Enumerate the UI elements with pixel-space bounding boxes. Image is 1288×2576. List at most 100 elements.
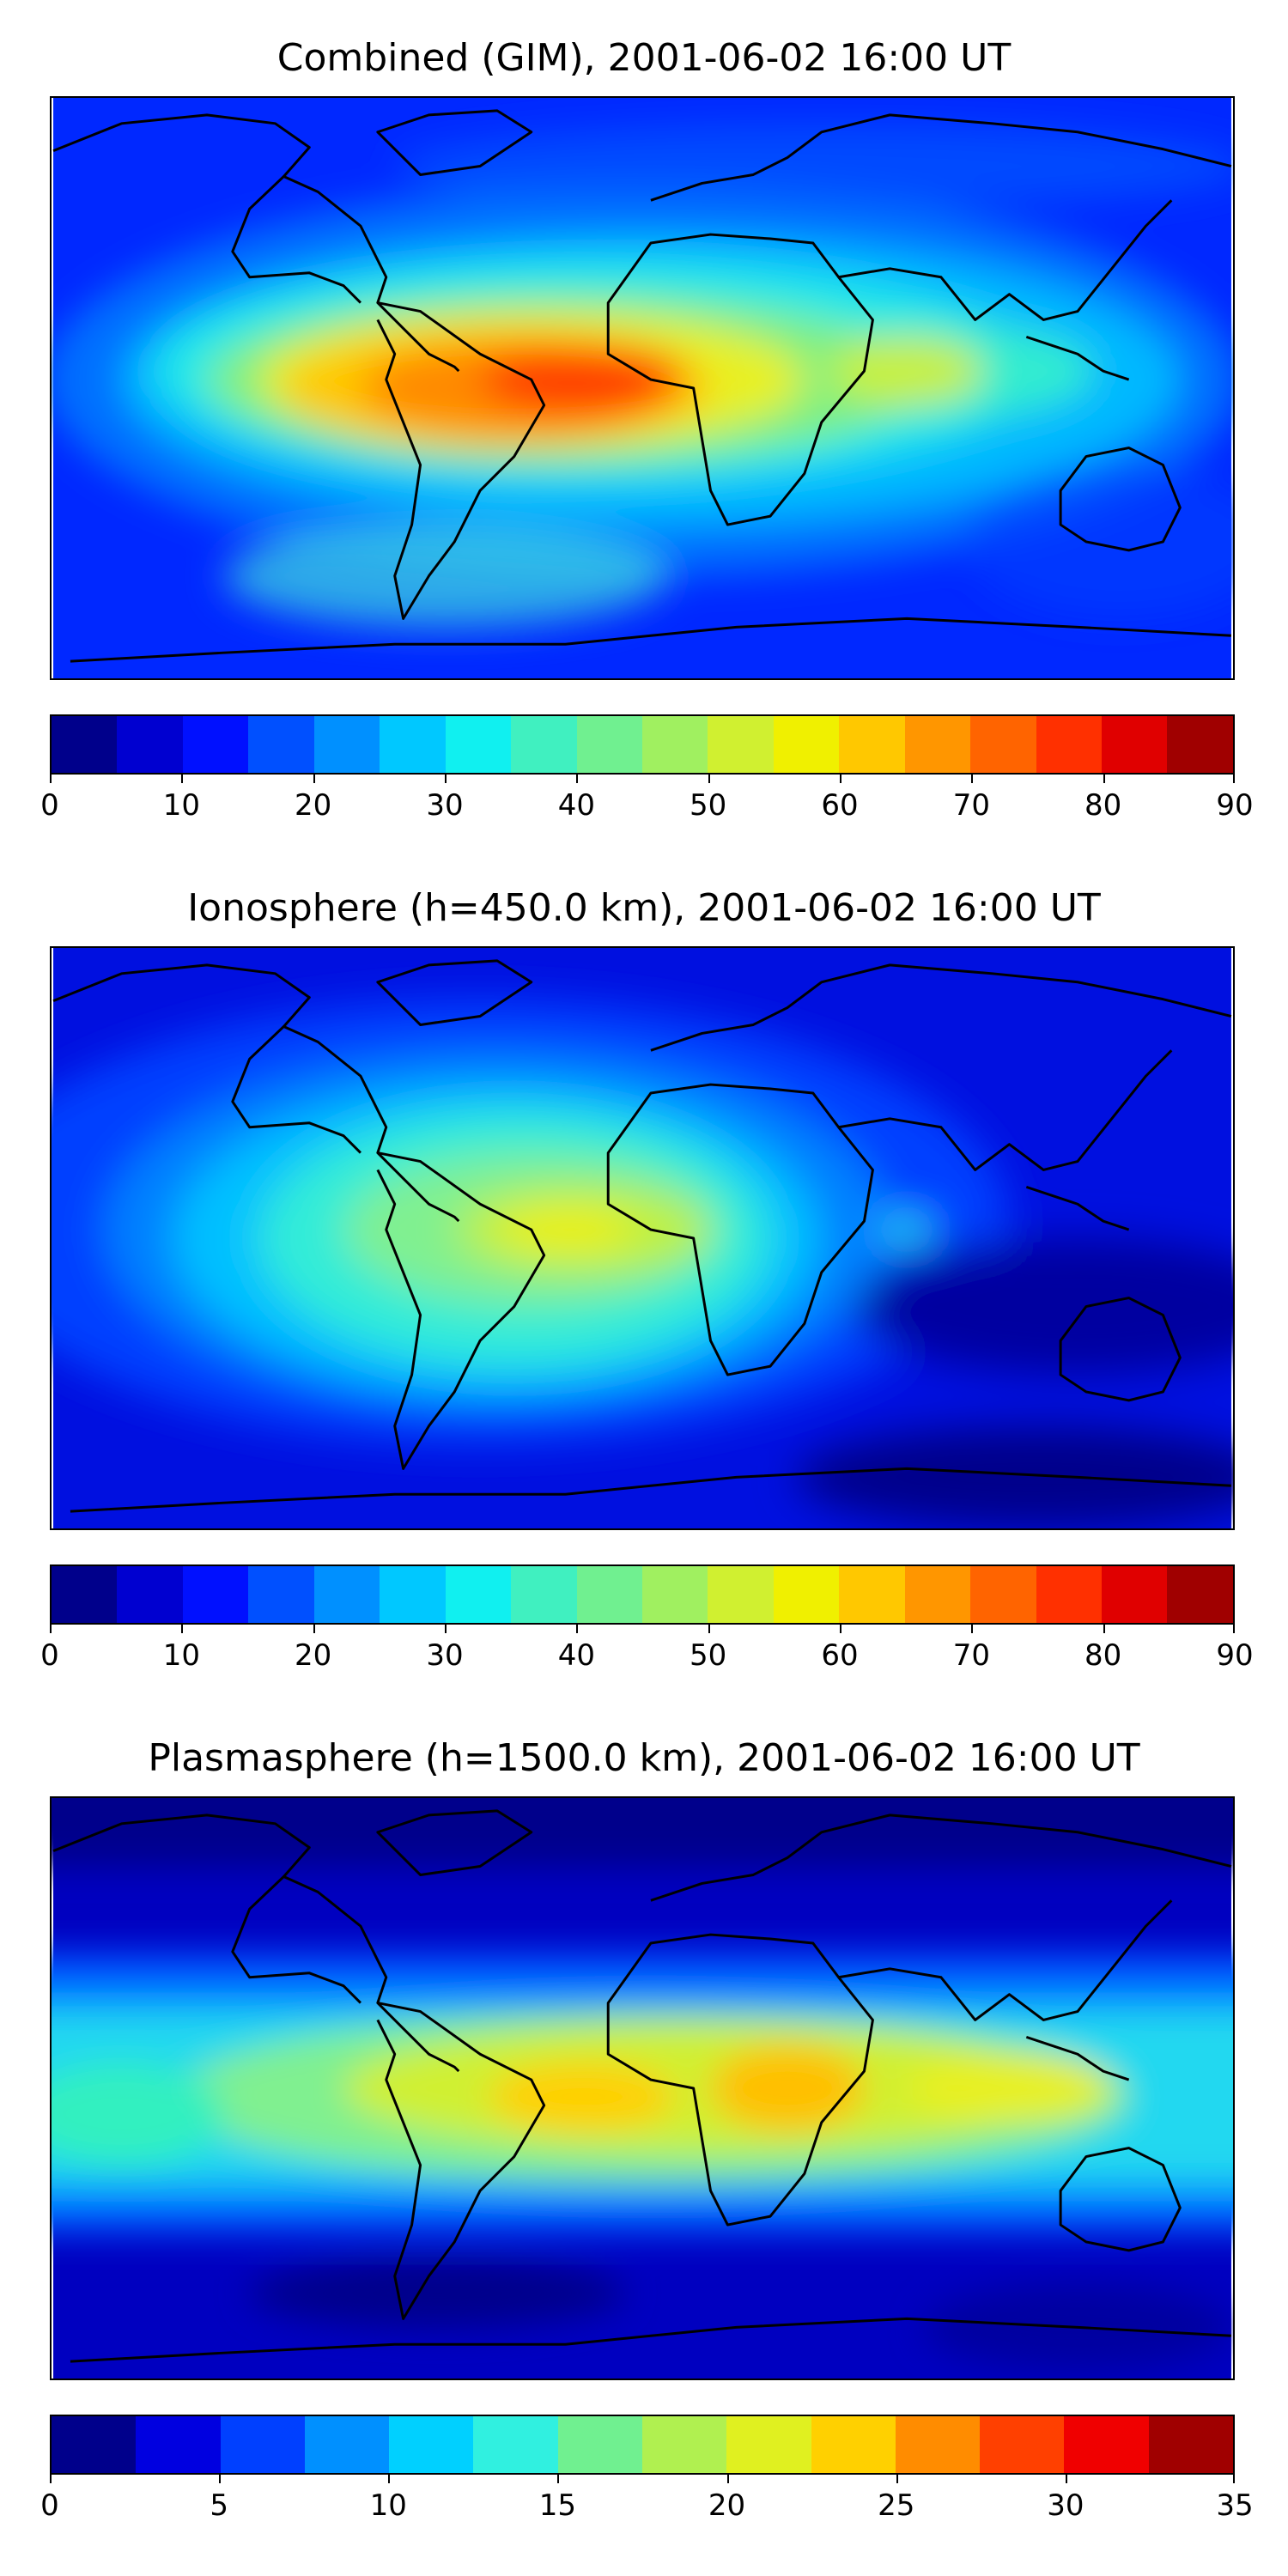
colorbar-tick	[181, 1625, 184, 1633]
colorbar-tick	[840, 775, 841, 783]
colorbar-tick-label: 0	[40, 1638, 59, 1673]
colorbar-tick	[576, 775, 579, 783]
colorbar-segment	[1167, 1566, 1233, 1623]
colorbar-tick	[313, 775, 315, 783]
colorbar-segment	[708, 716, 774, 773]
colorbar-tick-label: 20	[708, 2488, 746, 2523]
colorbar-tick-label: 90	[1216, 1638, 1254, 1673]
colorbar-segment	[380, 716, 446, 773]
colorbar-segment	[904, 1566, 971, 1623]
colorbar-segment	[511, 716, 577, 773]
colorbar-tick	[840, 1625, 841, 1633]
colorbar-segment	[708, 1566, 774, 1623]
map-title: Plasmasphere (h=1500.0 km), 2001-06-02 1…	[148, 1736, 1140, 1780]
world-map-combined	[50, 96, 1235, 680]
colorbar-tick	[1233, 2475, 1235, 2483]
colorbar-tick-label: 70	[952, 1638, 990, 1673]
colorbar-tick-label: 5	[210, 2488, 228, 2523]
colorbar-segment	[811, 2416, 896, 2473]
colorbar-tick-label: 0	[40, 788, 59, 823]
colorbar-segment	[904, 716, 971, 773]
colorbar-tick-label: 80	[1084, 1638, 1122, 1673]
colorbar-segment	[895, 2416, 981, 2473]
colorbar-tick-label: 30	[426, 788, 464, 823]
colorbar-tick	[50, 1625, 52, 1633]
colorbar-segment	[970, 1566, 1036, 1623]
colorbar-segment	[1148, 2416, 1233, 2473]
colorbar-segment	[557, 2416, 642, 2473]
colorbar-segment	[136, 2416, 221, 2473]
colorbar-tick-label: 15	[538, 2488, 577, 2523]
colorbar-segment	[576, 1566, 642, 1623]
colorbar-segment	[304, 2416, 390, 2473]
colorbar-segment	[641, 1566, 708, 1623]
colorbar-tick-label: 90	[1216, 788, 1254, 823]
colorbar-tick-label: 50	[690, 788, 727, 823]
colorbar-tick-label: 0	[40, 2488, 59, 2523]
colorbar-tick-label: 60	[821, 1638, 859, 1673]
colorbar-tick-label: 20	[295, 788, 332, 823]
colorbar-segment	[839, 716, 905, 773]
colorbar-plasmasphere	[50, 2415, 1235, 2475]
colorbar-tick	[1065, 2475, 1067, 2483]
colorbar-tick	[896, 2475, 898, 2483]
colorbar-segment	[980, 2416, 1065, 2473]
colorbar-segment	[576, 716, 642, 773]
colorbar-tick-label: 80	[1084, 788, 1122, 823]
colorbar-segment	[773, 1566, 840, 1623]
colorbar-tick	[1103, 775, 1105, 783]
colorbar-tick	[1233, 1625, 1235, 1633]
colorbar-tick	[219, 2475, 222, 2483]
colorbar-segment	[1167, 716, 1233, 773]
colorbar-tick	[1103, 1625, 1105, 1633]
colorbar-segment	[773, 716, 840, 773]
colorbar-tick-label: 60	[821, 788, 859, 823]
colorbar-tick	[726, 2475, 729, 2483]
colorbar-ticks-plasmasphere: 0 5 10 15 20 25 30 35	[40, 2475, 1254, 2523]
colorbar-tick	[971, 1625, 974, 1633]
colorbar-tick	[445, 775, 447, 783]
colorbar-segment	[1102, 716, 1168, 773]
colorbar-tick	[445, 1625, 447, 1633]
colorbar-segment	[380, 1566, 446, 1623]
colorbar-tick	[1233, 775, 1235, 783]
colorbar-segment	[52, 2416, 137, 2473]
colorbar-tick-label: 40	[557, 1638, 595, 1673]
colorbar-segment	[1036, 1566, 1102, 1623]
colorbar-segment	[248, 716, 314, 773]
colorbar-segment	[117, 1566, 183, 1623]
colorbar-segment	[220, 2416, 305, 2473]
colorbar-segment	[248, 1566, 314, 1623]
colorbar-combined	[50, 714, 1235, 775]
colorbar-tick-label: 25	[878, 2488, 915, 2523]
map-title: Combined (GIM), 2001-06-02 16:00 UT	[276, 36, 1012, 80]
colorbar-segment	[445, 716, 512, 773]
colorbar-ticks-ionosphere: 0 10 20 30 40 50 60 70 80 90	[40, 1625, 1254, 1673]
colorbar-tick	[181, 775, 184, 783]
colorbar-tick-label: 10	[162, 788, 200, 823]
colorbar-tick-label: 50	[690, 1638, 727, 1673]
colorbar-tick-label: 10	[369, 2488, 407, 2523]
colorbar-ticks-combined: 0 10 20 30 40 50 60 70 80 90	[40, 775, 1254, 823]
colorbar-tick	[388, 2475, 391, 2483]
colorbar-segment	[52, 716, 118, 773]
colorbar-tick	[576, 1625, 579, 1633]
colorbar-tick	[50, 775, 52, 783]
world-map-ionosphere	[50, 946, 1235, 1530]
colorbar-segment	[389, 2416, 474, 2473]
colorbar-tick-label: 20	[295, 1638, 332, 1673]
colorbar-tick	[557, 2475, 560, 2483]
colorbar-tick-label: 30	[1047, 2488, 1084, 2523]
colorbar-segment	[182, 1566, 249, 1623]
colorbar-tick	[708, 1625, 710, 1633]
colorbar-tick-label: 70	[952, 788, 990, 823]
colorbar-segment	[1064, 2416, 1149, 2473]
colorbar-segment	[511, 1566, 577, 1623]
colorbar-segment	[641, 2416, 727, 2473]
colorbar-segment	[1036, 716, 1102, 773]
colorbar-segment	[726, 2416, 811, 2473]
world-map-plasmasphere	[50, 1796, 1235, 2380]
colorbar-segment	[313, 716, 380, 773]
colorbar-tick-label: 40	[557, 788, 595, 823]
colorbar-ionosphere	[50, 1564, 1235, 1625]
